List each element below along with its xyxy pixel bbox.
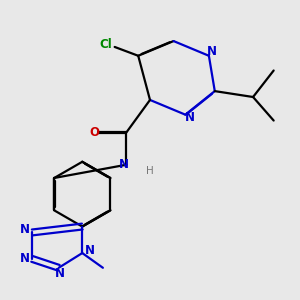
- Text: Cl: Cl: [100, 38, 112, 50]
- Text: N: N: [20, 252, 30, 266]
- Text: O: O: [89, 126, 99, 139]
- Text: H: H: [146, 166, 154, 176]
- Text: N: N: [55, 267, 65, 280]
- Text: N: N: [118, 158, 128, 171]
- Text: N: N: [185, 111, 195, 124]
- Text: N: N: [20, 223, 30, 236]
- Text: N: N: [207, 45, 217, 58]
- Text: N: N: [85, 244, 94, 256]
